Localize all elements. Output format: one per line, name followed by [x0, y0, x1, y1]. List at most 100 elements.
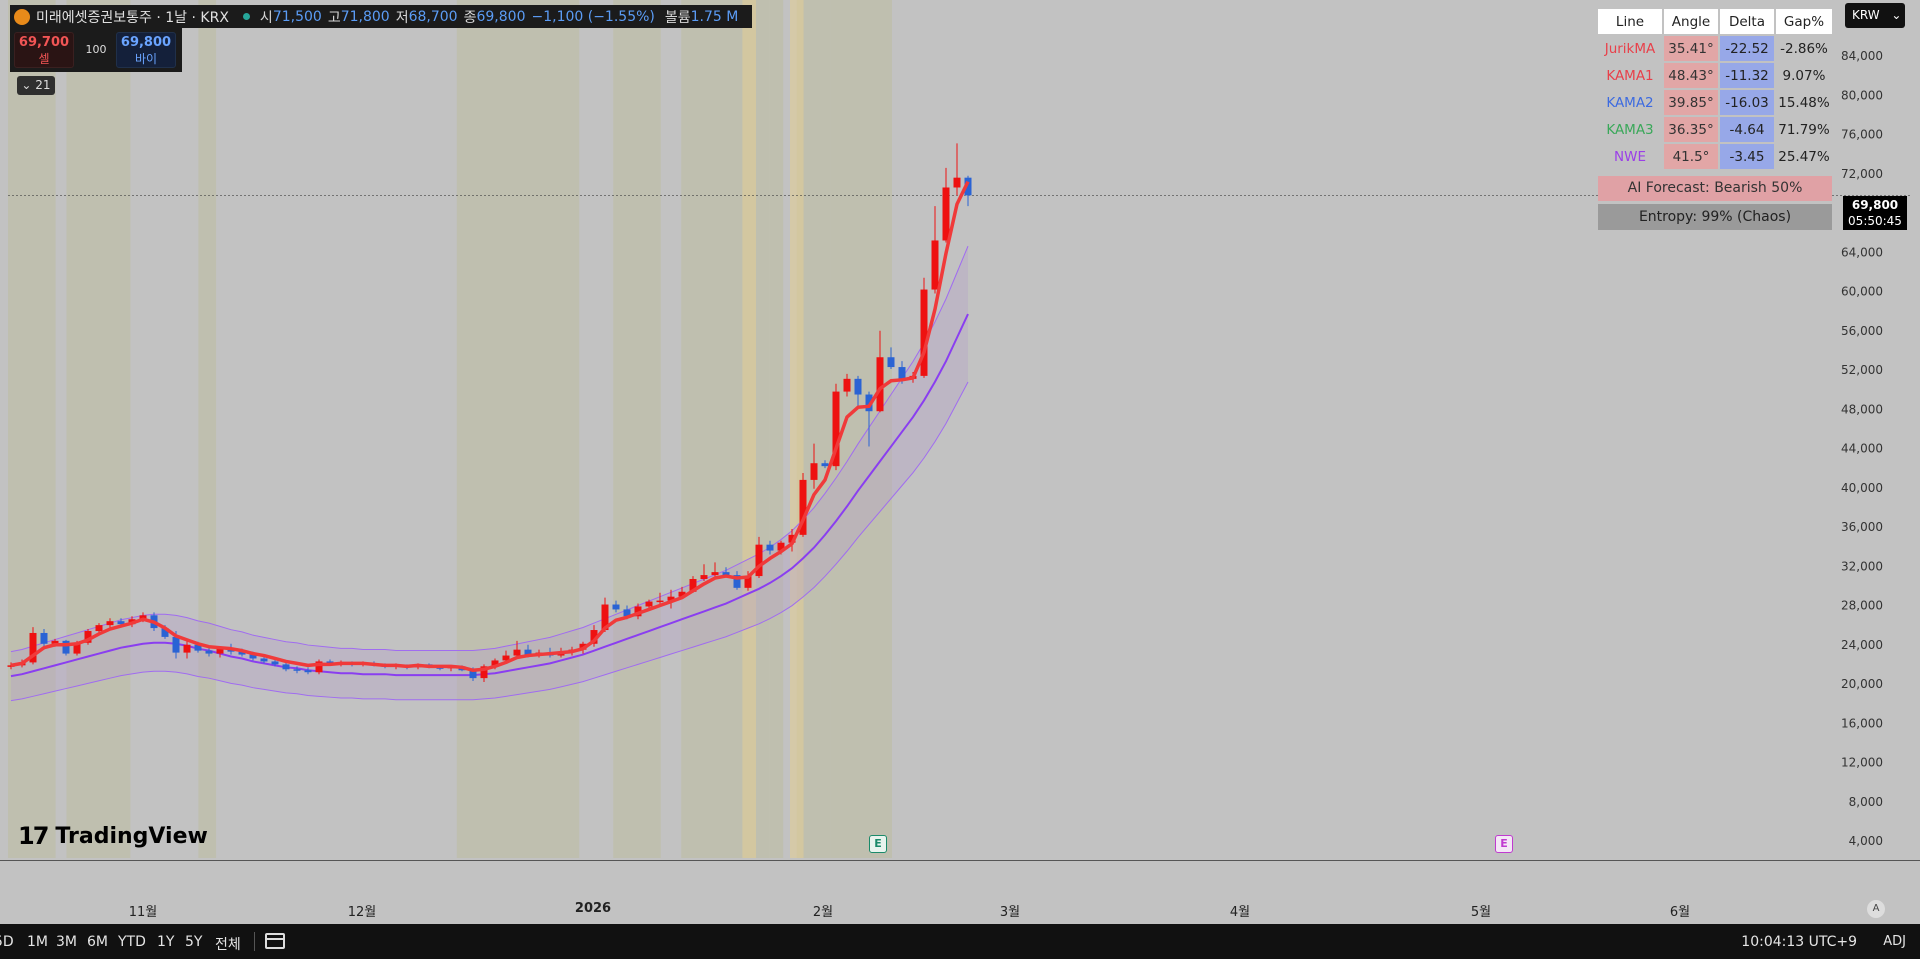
tradingview-logo[interactable]: 17 TradingView	[18, 822, 208, 850]
last-price-value: 69,800	[1851, 198, 1899, 212]
candle[interactable]	[876, 330, 884, 413]
candle[interactable]	[953, 143, 961, 196]
candle[interactable]	[755, 536, 763, 579]
candle[interactable]	[62, 639, 70, 656]
highlight-zone	[742, 0, 756, 858]
candle[interactable]	[821, 460, 829, 469]
candle-body	[865, 394, 873, 412]
session-zone	[8, 0, 56, 858]
candle[interactable]	[513, 640, 521, 659]
candle-body	[953, 177, 961, 188]
market-status-dot-icon	[242, 13, 250, 20]
candle[interactable]	[854, 375, 862, 410]
candle[interactable]	[260, 656, 268, 664]
symbol-logo-icon	[14, 8, 30, 25]
candle[interactable]	[84, 629, 92, 645]
nwe-upper-band	[10, 245, 969, 653]
candle[interactable]	[293, 666, 301, 674]
candle[interactable]	[667, 589, 675, 609]
nwe-band-fill	[11, 246, 968, 701]
range-ytd[interactable]: YTD	[118, 934, 146, 950]
candle-body	[810, 463, 818, 480]
candle[interactable]	[832, 383, 840, 471]
candle-body	[271, 661, 279, 665]
candle[interactable]	[964, 175, 972, 207]
time-axis[interactable]: 11월 12월 2026 2월 3월 4월 5월 6월	[0, 860, 1920, 925]
candle-body	[887, 357, 895, 368]
price-chart[interactable]: 84,000 80,000 76,000 72,000 64,000 60,000 56,0…	[0, 0, 1920, 860]
price-tick-label: 44,000	[1841, 442, 1883, 456]
candle[interactable]	[590, 625, 598, 647]
candle-body	[304, 670, 312, 673]
candle-body	[832, 391, 840, 467]
candle[interactable]	[865, 391, 873, 447]
candle-body	[502, 655, 510, 661]
candle[interactable]	[700, 564, 708, 581]
table-cell-delta: -22.52	[1720, 36, 1774, 61]
range-1y[interactable]: 1Y	[157, 934, 175, 950]
candle[interactable]	[733, 571, 741, 590]
candle[interactable]	[942, 167, 950, 243]
range-all[interactable]: 전체	[215, 937, 241, 953]
candle[interactable]	[931, 206, 939, 294]
candle[interactable]	[887, 347, 895, 370]
candle[interactable]	[7, 662, 15, 670]
candle[interactable]	[183, 640, 191, 659]
last-price-label: 69,800 05:50:45	[1843, 196, 1907, 230]
candle[interactable]	[799, 473, 807, 537]
candle-body	[766, 544, 774, 551]
candle[interactable]	[304, 667, 312, 675]
candle-body	[491, 660, 499, 667]
table-cell-angle: 41.5°	[1664, 144, 1718, 169]
adj-toggle[interactable]: ADJ	[1883, 934, 1906, 949]
indicator-collapse-button[interactable]: ⌄ 21	[17, 76, 55, 95]
candle-body	[711, 572, 719, 576]
buy-button[interactable]: 69,800 바이	[116, 32, 176, 68]
time-label: 4월	[1229, 905, 1251, 920]
candle[interactable]	[612, 600, 620, 613]
table-cell-line: JurikMA	[1598, 36, 1662, 61]
auto-scale-button[interactable]: A	[1867, 900, 1885, 918]
candle[interactable]	[29, 627, 37, 665]
candle[interactable]	[766, 540, 774, 555]
clock[interactable]: 10:04:13 UTC+9	[1741, 934, 1857, 950]
event-label: E	[874, 837, 882, 850]
session-zone	[66, 0, 131, 858]
session-zone	[456, 0, 580, 858]
candle-body	[172, 636, 180, 653]
candle[interactable]	[480, 664, 488, 683]
calendar-icon[interactable]	[265, 933, 285, 949]
price-tick-label: 4,000	[1849, 834, 1883, 848]
quantity-field[interactable]: 100	[85, 43, 107, 56]
candle[interactable]	[920, 277, 928, 378]
currency-select[interactable]: KRW ⌄	[1845, 3, 1905, 28]
earnings-event-icon[interactable]: E	[869, 835, 887, 853]
range-5d[interactable]: 5D	[0, 934, 14, 950]
candle[interactable]	[271, 659, 279, 667]
candle-body	[282, 664, 290, 670]
candle[interactable]	[315, 659, 323, 675]
symbol-legend[interactable]: 미래에셋증권보통주 · 1날 · KRX D 시71,500 고71,800 저…	[10, 5, 753, 28]
range-divider	[254, 932, 255, 951]
earnings-event-icon[interactable]: E	[1495, 835, 1513, 853]
candle[interactable]	[843, 373, 851, 397]
candle[interactable]	[711, 562, 719, 578]
range-1m[interactable]: 1M	[27, 934, 48, 950]
candle[interactable]	[656, 592, 664, 606]
sell-button[interactable]: 69,700 셀	[14, 32, 74, 68]
range-3m[interactable]: 3M	[56, 934, 77, 950]
price-tick-label: 8,000	[1849, 795, 1883, 809]
candle-body	[931, 240, 939, 290]
candle[interactable]	[744, 571, 752, 591]
candle-body	[700, 575, 708, 580]
symbol-name[interactable]: 미래에셋증권보통주 · 1날 · KRX	[36, 9, 229, 26]
table-row: JurikMA 35.41° -22.52 -2.86%	[1598, 36, 1832, 61]
interval-value: 21	[35, 78, 51, 92]
range-5y[interactable]: 5Y	[185, 934, 203, 950]
table-cell-delta: -11.32	[1720, 63, 1774, 88]
candle-body	[898, 367, 906, 379]
candle[interactable]	[634, 603, 642, 620]
candle[interactable]	[810, 443, 818, 489]
range-6m[interactable]: 6M	[87, 934, 108, 950]
candle-body	[480, 666, 488, 679]
